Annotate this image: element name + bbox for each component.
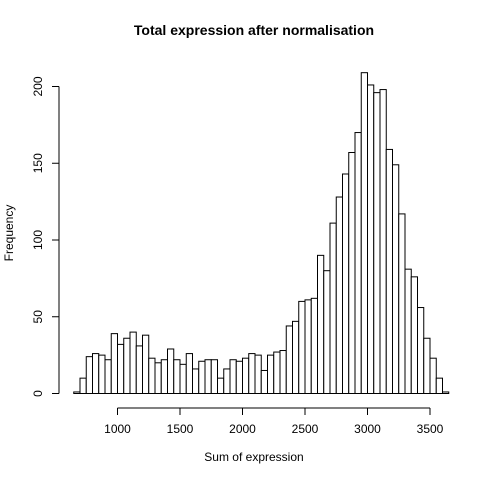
y-tick-label: 200 (31, 76, 45, 96)
histogram-bar (435, 377, 443, 394)
histogram-bar (298, 300, 306, 394)
histogram-bar (254, 354, 262, 394)
histogram-bar (135, 345, 143, 395)
x-tick-label: 3000 (354, 422, 381, 436)
histogram-bar (79, 377, 87, 394)
histogram-bar (429, 357, 437, 395)
histogram-bar (379, 89, 387, 394)
histogram-bar (85, 356, 93, 395)
histogram-bar (267, 354, 275, 394)
histogram-bar (417, 307, 425, 395)
histogram-bar (148, 357, 156, 395)
histogram-bar (154, 362, 162, 394)
histogram-bar (129, 331, 137, 395)
histogram-bar (98, 354, 106, 394)
histogram-bar (73, 391, 81, 394)
y-tick-label: 150 (31, 153, 45, 173)
histogram-bar (310, 297, 318, 394)
histogram-bar (442, 391, 450, 394)
histogram-bar (423, 337, 431, 394)
histogram-bar (360, 72, 368, 394)
x-axis: 1000 1500 2000 2500 3000 3500 (104, 407, 444, 436)
histogram-bar (292, 320, 300, 395)
histogram-bar (273, 351, 281, 394)
histogram-bar (117, 343, 125, 395)
histogram-bar (198, 360, 206, 395)
histogram-bar (342, 173, 350, 394)
bars-group (73, 72, 450, 395)
x-tick-label: 1000 (104, 422, 131, 436)
histogram-bar (173, 359, 181, 395)
y-tick-label: 100 (31, 230, 45, 250)
x-tick-label: 2500 (292, 422, 319, 436)
histogram-bar (385, 148, 393, 394)
histogram-bar (398, 213, 406, 394)
histogram-bar (92, 353, 100, 394)
x-tick-label: 2000 (229, 422, 256, 436)
histogram-bar (367, 84, 375, 394)
histogram-bar (410, 276, 418, 394)
histogram-bar (260, 369, 268, 395)
histogram-bar (229, 359, 237, 395)
histogram-bar (217, 377, 225, 394)
histogram-bar (204, 359, 212, 395)
histogram-bar (160, 359, 168, 395)
x-tick-label: 1500 (167, 422, 194, 436)
histogram-bar (167, 348, 175, 394)
histogram-bar (317, 254, 325, 394)
histogram-bar (179, 363, 187, 394)
histogram-bar (104, 359, 112, 395)
histogram-bar (248, 353, 256, 394)
histogram-bar (348, 152, 356, 394)
histogram-bar (335, 196, 343, 394)
y-axis-label: Frequency (2, 205, 16, 262)
chart-title: Total expression after normalisation (134, 22, 374, 38)
histogram-bar (323, 270, 331, 395)
histogram-bar (304, 299, 312, 394)
histogram-bar (123, 337, 131, 394)
y-tick-label: 50 (31, 310, 45, 324)
histogram-bar (110, 333, 118, 395)
x-tick-label: 3500 (417, 422, 444, 436)
histogram-bar (354, 132, 362, 395)
histogram-bar (223, 368, 231, 395)
histogram-bar (242, 357, 250, 395)
histogram-bar (285, 325, 293, 394)
histogram-bar (192, 368, 200, 395)
histogram-bar (210, 359, 218, 395)
x-axis-label: Sum of expression (204, 450, 303, 464)
histogram-bar (373, 92, 381, 394)
y-tick-label: 0 (31, 390, 45, 397)
y-axis: 0 50 100 150 200 (31, 76, 60, 397)
histogram-bar (185, 353, 193, 394)
histogram-bar (329, 222, 337, 394)
histogram-bar (404, 268, 412, 395)
histogram-bar (279, 350, 287, 394)
histogram-bar (235, 360, 243, 395)
histogram-bar (142, 334, 150, 395)
histogram-bar (392, 164, 400, 394)
